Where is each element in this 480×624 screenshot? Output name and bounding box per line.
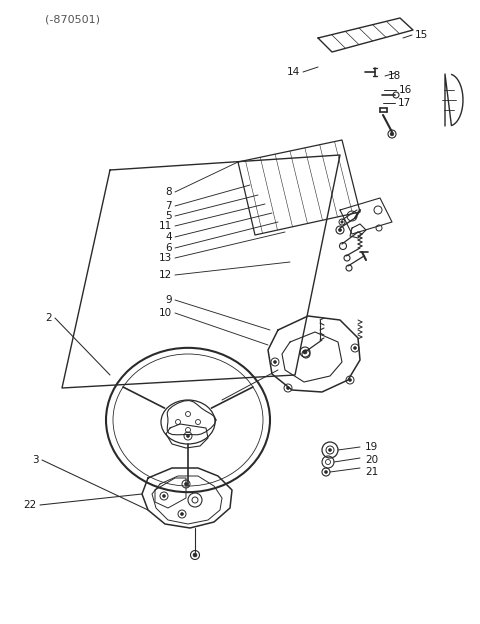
Text: 3: 3	[32, 455, 39, 465]
Circle shape	[180, 512, 183, 515]
Text: 22: 22	[24, 500, 37, 510]
Circle shape	[287, 386, 289, 389]
Text: 4: 4	[166, 232, 172, 242]
Text: (-870501): (-870501)	[45, 15, 100, 25]
Text: 11: 11	[159, 221, 172, 231]
Circle shape	[303, 350, 307, 354]
Text: 9: 9	[166, 295, 172, 305]
Circle shape	[353, 346, 357, 349]
Text: 2: 2	[46, 313, 52, 323]
Circle shape	[338, 228, 341, 232]
Text: 12: 12	[159, 270, 172, 280]
Text: 18: 18	[388, 71, 401, 81]
Text: 14: 14	[287, 67, 300, 77]
Text: 19: 19	[365, 442, 378, 452]
Circle shape	[341, 221, 343, 223]
Circle shape	[390, 132, 394, 136]
Text: 10: 10	[159, 308, 172, 318]
Text: 15: 15	[415, 30, 428, 40]
Text: 5: 5	[166, 211, 172, 221]
Circle shape	[348, 379, 351, 381]
Circle shape	[193, 553, 197, 557]
Text: 13: 13	[159, 253, 172, 263]
Text: 8: 8	[166, 187, 172, 197]
Circle shape	[328, 449, 332, 452]
Text: 20: 20	[365, 455, 378, 465]
Text: 7: 7	[166, 201, 172, 211]
Text: 6: 6	[166, 243, 172, 253]
Circle shape	[163, 494, 166, 497]
Text: 16: 16	[399, 85, 412, 95]
Circle shape	[324, 470, 327, 474]
Circle shape	[184, 482, 188, 485]
Circle shape	[187, 434, 190, 437]
Text: 17: 17	[398, 98, 411, 108]
Text: 21: 21	[365, 467, 378, 477]
Circle shape	[274, 361, 276, 364]
